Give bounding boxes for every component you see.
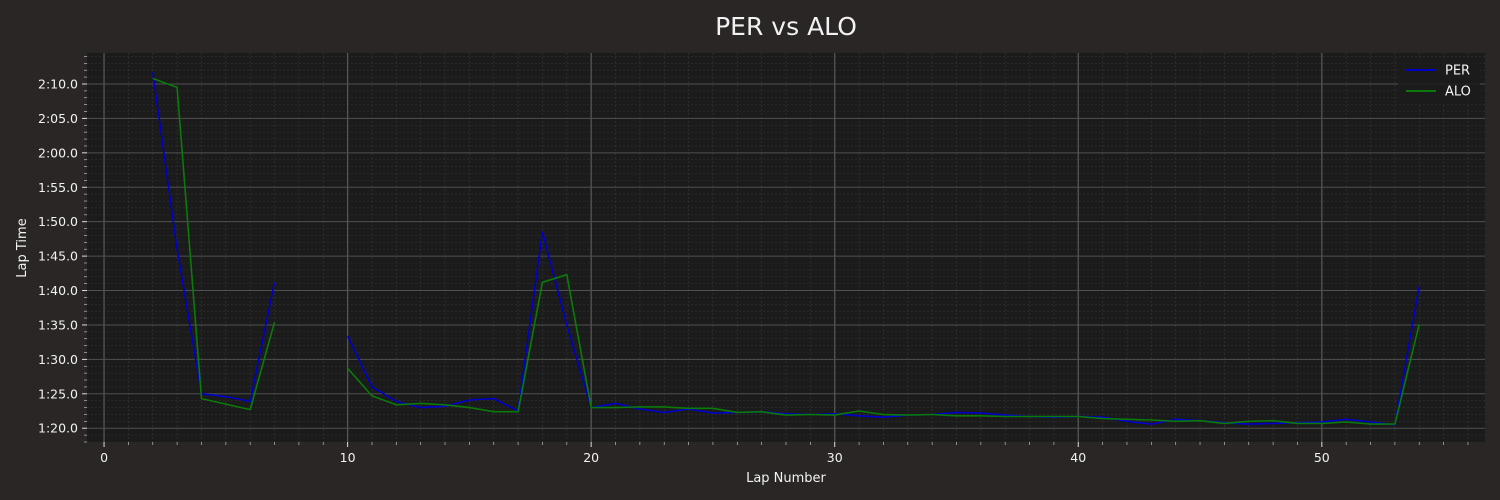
x-tick-label: 0	[100, 450, 108, 465]
x-tick-label: 50	[1314, 450, 1330, 465]
y-tick-label: 1:20.0	[38, 421, 78, 436]
y-tick-label: 2:10.0	[38, 76, 78, 91]
x-axis: 0 10 20 30 40 50	[100, 442, 1469, 465]
x-tick-label: 30	[827, 450, 843, 465]
y-tick-label: 1:45.0	[38, 249, 78, 264]
legend: PER ALO	[1398, 58, 1480, 104]
y-tick-label: 2:05.0	[38, 111, 78, 126]
y-tick-label: 1:55.0	[38, 180, 78, 195]
series-line-alo	[152, 77, 1420, 425]
series-layer	[152, 72, 1420, 426]
chart-title: PER vs ALO	[715, 12, 857, 41]
x-axis-label: Lap Number	[746, 471, 826, 486]
legend-label-per: PER	[1445, 64, 1470, 79]
y-tick-label: 1:30.0	[38, 352, 78, 367]
x-tick-label: 40	[1070, 450, 1086, 465]
x-tick-label: 10	[340, 450, 356, 465]
series-line-per	[152, 72, 1420, 426]
major-grid	[87, 53, 1485, 442]
y-tick-label: 1:35.0	[38, 317, 78, 332]
y-axis: 1:20.0 1:25.0 1:30.0 1:35.0 1:40.0 1:45.0 1:50…	[38, 56, 87, 443]
y-tick-label: 1:25.0	[38, 386, 78, 401]
y-tick-label: 2:00.0	[38, 145, 78, 160]
y-tick-label: 1:40.0	[38, 283, 78, 298]
y-axis-label: Lap Time	[15, 218, 30, 277]
y-tick-label: 1:50.0	[38, 214, 78, 229]
legend-label-alo: ALO	[1445, 85, 1471, 100]
x-tick-label: 20	[583, 450, 599, 465]
